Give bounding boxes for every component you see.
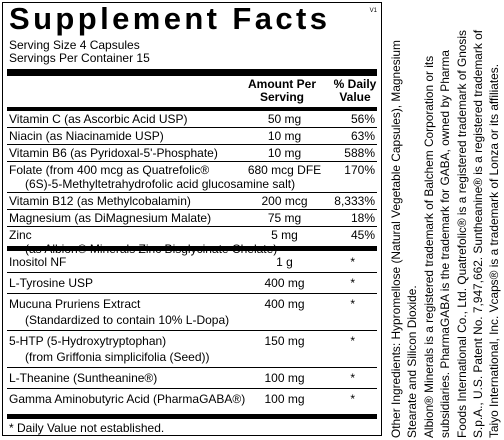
nutrient-group: Vitamin C (as Ascorbic Acid USP) 50 mg 56%… xyxy=(7,111,377,257)
rule xyxy=(7,107,377,111)
amount: 100 mg xyxy=(264,392,305,406)
amount: 1 g xyxy=(276,255,293,269)
rule xyxy=(7,69,377,76)
nutrient-row: Magnesium (as DiMagnesium Malate) 75 mg 18… xyxy=(7,209,377,226)
nutrient-name: L-Theanine (Suntheanine®) xyxy=(9,371,158,385)
amount: 680 mcg DFE xyxy=(247,163,322,177)
daily-value: 8,333% xyxy=(334,194,375,208)
nutrient-row: Niacin (as Niacinamide USP) 10 mg 63% xyxy=(7,127,377,144)
side-text-line: Taiyo International, Inc. Vcaps® is a tr… xyxy=(487,63,502,438)
daily-value: * xyxy=(350,276,355,290)
nutrient-name: Vitamin C (as Ascorbic Acid USP) xyxy=(9,112,188,126)
nutrient-detail: (from Griffonia simplicifolia (Seed)) xyxy=(25,350,210,364)
daily-value: 45% xyxy=(350,228,375,242)
serving-size: Serving Size 4 Capsules xyxy=(9,38,140,52)
amount: 10 mg xyxy=(267,146,302,160)
daily-value: * xyxy=(350,297,355,311)
nutrient-name: Vitamin B12 (as Methylcobalamin) xyxy=(9,194,191,208)
amount: 75 mg xyxy=(267,211,302,225)
nutrient-name: Gamma Aminobutyric Acid (PharmaGABA®) xyxy=(9,392,246,406)
nutrient-detail: (Standardized to contain 10% L-Dopa) xyxy=(25,313,230,327)
amount: 150 mg xyxy=(264,334,305,348)
nutrient-name: 5-HTP (5-Hydroxytryptophan) xyxy=(9,334,167,348)
amount: 50 mg xyxy=(267,112,302,126)
daily-value: 18% xyxy=(350,211,375,225)
nutrient-name: Vitamin B6 (as Pyridoxal-5'-Phosphate) xyxy=(9,146,218,160)
amount: 400 mg xyxy=(264,297,305,311)
nutrient-row: Inositol NF 1 g * xyxy=(7,252,377,272)
nutrient-row: Mucuna Pruriens Extract (Standardized to … xyxy=(7,293,377,330)
amount: 400 mg xyxy=(264,276,305,290)
nutrient-row: 5-HTP (5-Hydroxytryptophan) (from Griffon… xyxy=(7,330,377,367)
nutrient-detail: (6S)-5-Methyltetrahydrofolic acid glucos… xyxy=(25,177,296,191)
side-text-line: Other Ingredients: Hypromellose (Natural… xyxy=(389,40,403,438)
nutrient-row: Gamma Aminobutyric Acid (PharmaGABA®) 100… xyxy=(7,388,377,409)
nutrient-name: Magnesium (as DiMagnesium Malate) xyxy=(9,211,212,225)
side-text-line: S.p.A., U.S. Patent No. 7,947,662. Sunth… xyxy=(471,30,486,438)
nutrient-row: Zinc(as Albion® Minerals Zinc Bisglycina… xyxy=(7,226,377,257)
daily-value: 588% xyxy=(344,146,375,160)
rule xyxy=(7,414,377,419)
nutrient-name: Folate (from 400 mcg as Quatrefolic® xyxy=(9,163,210,177)
side-text-line: subsidiaries. PharmaGABA is the trademar… xyxy=(438,50,453,438)
version: V1 xyxy=(369,8,377,14)
daily-value: 63% xyxy=(350,129,375,143)
amount: 5 mg xyxy=(271,228,298,242)
footnote: * Daily Value not established. xyxy=(9,421,165,435)
daily-value: * xyxy=(350,371,355,385)
rule xyxy=(7,246,377,251)
daily-value: 56% xyxy=(350,112,375,126)
nutrient-row: L-Tyrosine USP 400 mg * xyxy=(7,272,377,293)
nutrient-row: Folate (from 400 mcg as Quatrefolic® (6S)… xyxy=(7,161,377,192)
column-header: Amount Per Serving % Daily Value xyxy=(7,76,377,106)
nutrient-name: Inositol NF xyxy=(9,255,67,269)
nutrient-row: Vitamin B12 (as Methylcobalamin) 200 mcg 8… xyxy=(7,192,377,209)
nutrient-name: Niacin (as Niacinamide USP) xyxy=(9,129,164,143)
nutrient-name: L-Tyrosine USP xyxy=(9,276,94,290)
side-text-line: Foods International Co., Ltd. Quatrefoli… xyxy=(454,30,469,438)
side-text-line: Albion® Minerals is a registered tradema… xyxy=(421,55,436,438)
nutrient-row: L-Theanine (Suntheanine®) 100 mg * xyxy=(7,367,377,388)
amount: 200 mcg xyxy=(261,194,308,208)
side-text: Other Ingredients: Hypromellose (Natural… xyxy=(388,2,504,438)
nutrient-row: Vitamin C (as Ascorbic Acid USP) 50 mg 56% xyxy=(7,111,377,127)
daily-value: 170% xyxy=(344,163,375,177)
daily-value: * xyxy=(350,392,355,406)
nutrient-name: Mucuna Pruriens Extract xyxy=(9,297,141,311)
title: Supplement Facts xyxy=(9,2,331,36)
nutrient-row: Vitamin B6 (as Pyridoxal-5'-Phosphate) 10… xyxy=(7,144,377,161)
daily-value-header: % Daily Value xyxy=(333,77,377,104)
daily-value: * xyxy=(350,334,355,348)
amount-header: Amount Per Serving xyxy=(247,77,316,104)
amount: 100 mg xyxy=(264,371,305,385)
servings-per-container: Servings Per Container 15 xyxy=(9,51,150,65)
daily-value: * xyxy=(350,255,355,269)
nutrient-group: Inositol NF 1 g * L-Tyrosine USP 400 mg * Mucu… xyxy=(7,252,377,409)
side-text-line: Stearate and Silicon Dioxide. xyxy=(405,285,420,438)
nutrient-name: Zinc xyxy=(9,228,32,242)
amount: 10 mg xyxy=(267,129,302,143)
supplement-facts-panel: Supplement Facts V1 Serving Size 4 Capsu… xyxy=(2,2,382,436)
